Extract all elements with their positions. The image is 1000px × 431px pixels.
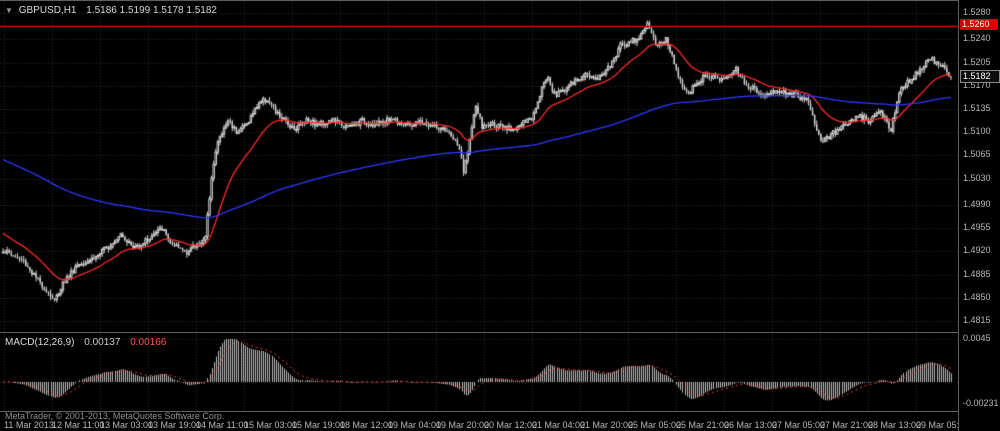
time-scale[interactable]: 11 Mar 2013 12 Mar 11:00 13 Mar 03:00 13 Ma… [0, 420, 1000, 431]
chart-shift-marker-icon: ▼ [5, 6, 13, 15]
time-tick-label: 29 Mar 05:00 [916, 420, 970, 430]
macd-indicator-label: MACD(12,26,9) 0.00137 0.00166 [5, 337, 166, 348]
price-tick-label: 1.4885 [963, 268, 991, 279]
price-tick-label: 1.4990 [963, 199, 991, 210]
time-tick-label: 13 Mar 19:00 [148, 420, 202, 430]
time-tick-label: 20 Mar 12:00 [484, 420, 538, 430]
time-tick-label: 18 Mar 12:00 [340, 420, 394, 430]
price-tick-label: 1.4955 [963, 222, 991, 233]
time-tick-label: 27 Mar 21:00 [820, 420, 874, 430]
macd-tick-label: 0.0045 [963, 333, 991, 343]
time-tick-label: 25 Mar 21:00 [676, 420, 730, 430]
price-scale[interactable]: 1.5260 1.5182 1.5280 1.5240 1.5205 1.5170 1.… [959, 0, 1000, 332]
price-chart-canvas[interactable] [0, 1, 958, 333]
time-tick-label: 25 Mar 05:00 [628, 420, 682, 430]
price-tick-label: 1.5100 [963, 126, 991, 137]
macd-signal-value: 0.00166 [130, 337, 167, 348]
macd-title-text: MACD(12,26,9) [5, 337, 75, 348]
price-tick-label: 1.5240 [963, 33, 991, 44]
price-scale-column[interactable]: 1.5260 1.5182 1.5280 1.5240 1.5205 1.5170 1.… [958, 0, 1000, 431]
time-tick-label: 13 Mar 03:00 [100, 420, 154, 430]
price-tick-label: 1.5135 [963, 103, 991, 114]
price-tick-label: 1.5030 [963, 172, 991, 183]
price-tick-label: 1.5280 [963, 7, 991, 17]
time-tick-label: 21 Mar 20:00 [580, 420, 634, 430]
price-tick-label: 1.5170 [963, 79, 991, 90]
price-tick-label: 1.4815 [963, 315, 991, 325]
symbol-label[interactable]: GBPUSD,H1 [18, 5, 77, 16]
resistance-price-badge: 1.5260 [960, 19, 998, 31]
macd-scale[interactable]: 0.0045 -0.00231 [959, 333, 1000, 409]
last-price-badge: 1.5182 [960, 69, 1000, 83]
ohlc-values: 1.5186 1.5199 1.5178 1.5182 [86, 5, 217, 16]
time-tick-label: 11 Mar 2013 [4, 420, 54, 430]
symbol-ohlc-line: ▼ GBPUSD,H1 1.5186 1.5199 1.5178 1.5182 [5, 5, 217, 16]
time-tick-label: 12 Mar 11:00 [52, 420, 105, 430]
time-tick-label: 27 Mar 05:00 [772, 420, 826, 430]
macd-canvas[interactable] [0, 334, 958, 410]
macd-tick-label: -0.00231 [963, 398, 999, 408]
macd-pane [0, 332, 958, 412]
price-pane [0, 0, 958, 333]
time-tick-label: 26 Mar 13:00 [724, 420, 778, 430]
time-tick-label: 21 Mar 04:00 [532, 420, 586, 430]
time-tick-label: 15 Mar 03:00 [244, 420, 298, 430]
price-tick-label: 1.4850 [963, 291, 991, 302]
time-tick-label: 14 Mar 11:00 [196, 420, 249, 430]
price-tick-label: 1.4920 [963, 245, 991, 256]
time-tick-label: 19 Mar 04:00 [388, 420, 442, 430]
price-tick-label: 1.5065 [963, 149, 991, 160]
time-tick-label: 19 Mar 20:00 [436, 420, 490, 430]
macd-main-value: 0.00137 [84, 337, 121, 348]
time-tick-label: 28 Mar 13:00 [868, 420, 922, 430]
time-tick-label: 15 Mar 19:00 [292, 420, 346, 430]
copyright-text: MetaTrader, © 2001-2013, MetaQuotes Soft… [5, 411, 225, 421]
price-tick-label: 1.5205 [963, 56, 991, 67]
